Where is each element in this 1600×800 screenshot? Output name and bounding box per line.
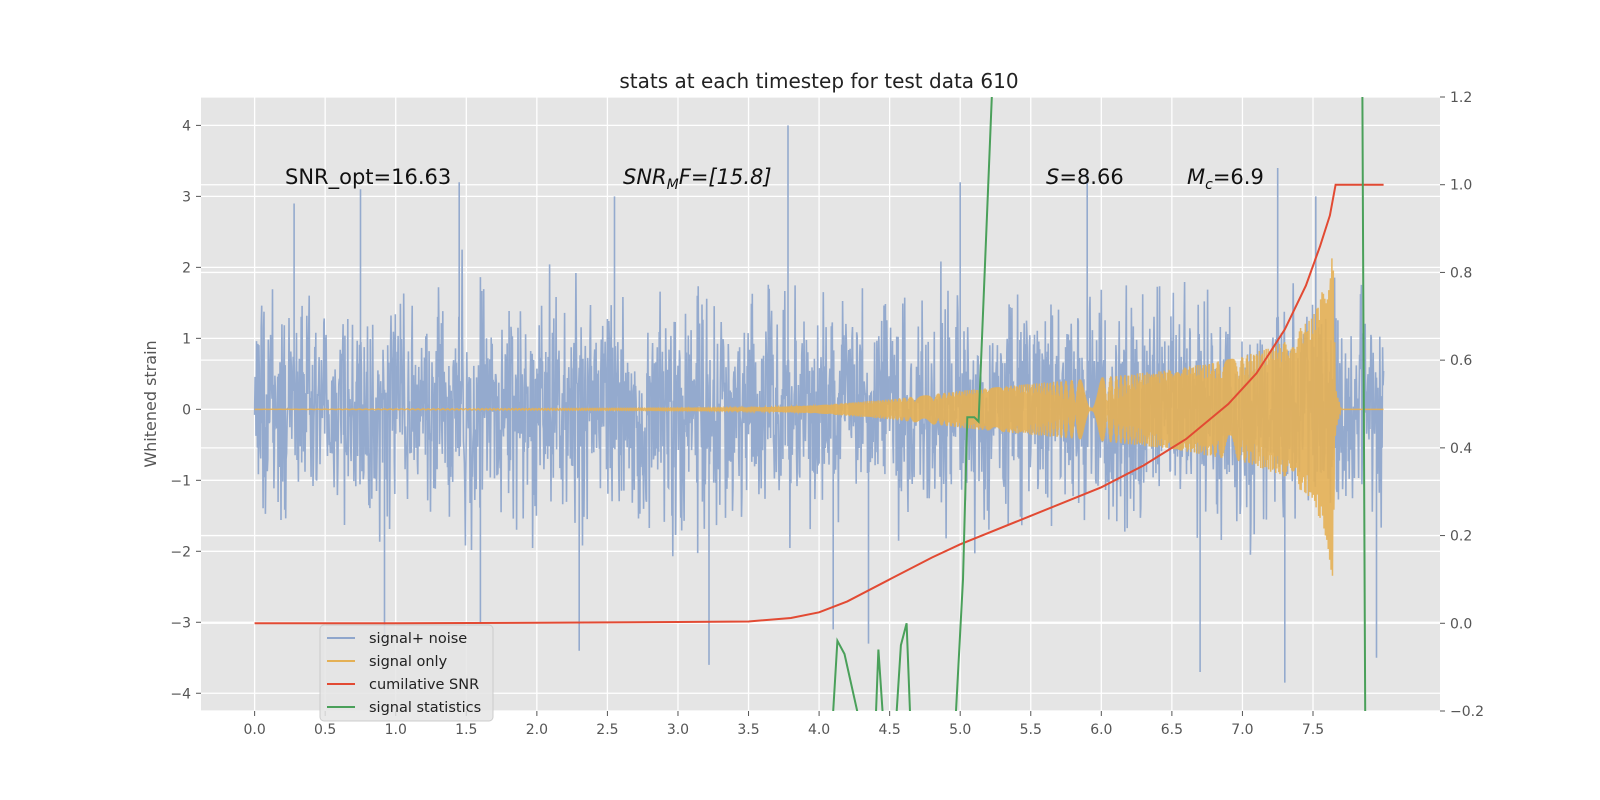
y-tick-label: 0 [182, 402, 191, 418]
annotation-mc-var: M [1187, 165, 1205, 189]
series-group [253, 97, 1385, 711]
y-tick-label: −3 [170, 615, 191, 631]
x-tick-label: 2.0 [526, 722, 548, 738]
y-tick-label: −2 [170, 544, 191, 560]
annotation-snr-mf-value: F=[15.8] [679, 165, 772, 189]
annotation-snr-mf: SNRMF=[15.8] [623, 165, 772, 193]
annotation-s: S=8.66 [1046, 165, 1124, 189]
x-tick-label: 5.5 [1020, 722, 1042, 738]
x-tick-label: 6.0 [1090, 722, 1112, 738]
legend-label-signal-noise: signal+ noise [369, 631, 467, 647]
annotation-snr-mf-subscript: M [667, 177, 679, 193]
annotation-mc-subscript: c [1205, 177, 1213, 193]
x-tick-label: 7.5 [1302, 722, 1324, 738]
series-signal-only [254, 258, 1384, 576]
y2-tick-label: 1.2 [1450, 90, 1472, 106]
annotation-snr-opt: SNR_opt=16.63 [285, 165, 451, 190]
x-tick-label: 7.0 [1231, 722, 1253, 738]
y-tick-label: 4 [182, 118, 191, 134]
legend-label-cumulative-snr: cumilative SNR [369, 677, 479, 693]
x-tick-label: 3.0 [667, 722, 689, 738]
y-tick-label: 3 [182, 189, 191, 205]
x-tick-label: 5.0 [949, 722, 971, 738]
x-tick-label: 0.0 [243, 722, 265, 738]
y2-tick-label: −0.2 [1450, 704, 1484, 720]
x-tick-label: 1.0 [385, 722, 407, 738]
chart-title: stats at each timestep for test data 610 [619, 69, 1018, 93]
y-tick-label: −1 [170, 473, 191, 489]
y2-tick-label: 0.8 [1450, 265, 1472, 281]
annotation-mc-value: =6.9 [1213, 165, 1264, 189]
x-tick-label: 2.5 [596, 722, 618, 738]
y2-tick-label: 0.4 [1450, 441, 1472, 457]
y-tick-label: 1 [182, 331, 191, 347]
annotation-s-var: S [1046, 165, 1059, 189]
y2-tick-label: 0.2 [1450, 529, 1472, 545]
x-tick-label: 4.5 [879, 722, 901, 738]
y-tick-label: 2 [182, 260, 191, 276]
annotations: SNR_opt=16.63 SNRMF=[15.8] S=8.66 Mc=6.9 [285, 165, 1264, 193]
x-tick-label: 3.5 [737, 722, 759, 738]
legend-box [319, 624, 494, 722]
series-layer [253, 97, 1385, 711]
legend-label-signal-only: signal only [369, 654, 448, 670]
annotation-s-value: =8.66 [1059, 165, 1123, 189]
x-tick-label: 0.5 [314, 722, 336, 738]
x-tick-label: 4.0 [808, 722, 830, 738]
y-axis-right: 1.2 1.0 0.8 0.6 0.4 0.2 0.0 −0.2 [1440, 90, 1484, 720]
y-axis-left: 4 3 2 1 0 −1 −2 −3 −4 [170, 118, 201, 702]
x-tick-label: 1.5 [455, 722, 477, 738]
series-signal-plus-noise [253, 125, 1385, 683]
x-axis: 0.0 0.5 1.0 1.5 2.0 2.5 3.0 3.5 4.0 4.5 5.0 5.5 6.0 6… [243, 711, 1324, 738]
legend-label-signal-statistics: signal statistics [369, 700, 481, 716]
y2-tick-label: 0.6 [1450, 353, 1472, 369]
series-cumulative-snr [254, 183, 1384, 625]
y2-tick-label: 0.0 [1450, 616, 1472, 632]
legend: signal+ noise signal only cumilative SNR… [319, 624, 494, 722]
annotation-mc: Mc=6.9 [1187, 165, 1264, 193]
annotation-snr-mf-var: SNR [623, 165, 667, 189]
y-axis-label: Whitened strain [141, 340, 160, 467]
x-tick-label: 6.5 [1161, 722, 1183, 738]
y2-tick-label: 1.0 [1450, 178, 1472, 194]
y-tick-label: −4 [170, 686, 191, 702]
